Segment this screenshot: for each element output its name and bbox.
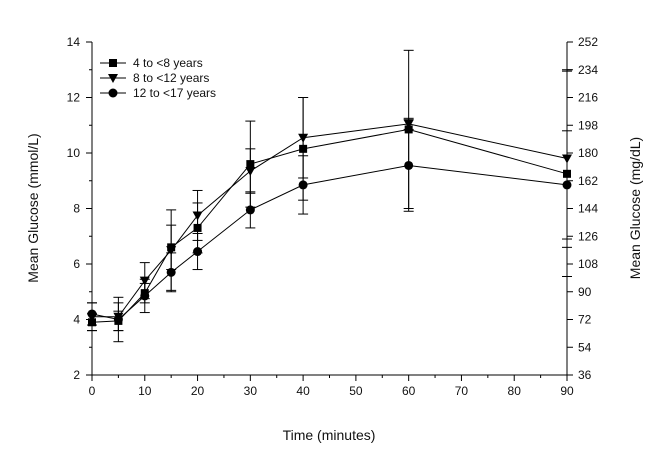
y2-tick-label: 126 <box>578 229 598 243</box>
data-point <box>113 315 123 324</box>
y2-axis-title: Mean Glucose (mg/dL) <box>627 137 643 279</box>
data-point <box>562 180 572 190</box>
legend-label: 4 to <8 years <box>133 56 203 70</box>
y2-tick-label: 252 <box>578 35 598 49</box>
y-tick-label: 2 <box>73 368 80 382</box>
data-point <box>298 133 309 143</box>
data-point <box>140 291 150 301</box>
legend-marker <box>109 59 117 67</box>
x-tick-label: 50 <box>349 384 363 398</box>
data-point <box>193 247 203 257</box>
data-point <box>166 267 176 277</box>
x-tick-label: 60 <box>402 384 416 398</box>
y-tick-label: 6 <box>73 257 80 271</box>
data-point <box>192 211 203 221</box>
legend-item: 8 to <12 years <box>100 71 209 85</box>
x-tick-label: 20 <box>191 384 205 398</box>
data-point <box>87 309 97 319</box>
x-tick-label: 10 <box>138 384 152 398</box>
x-tick-label: 90 <box>560 384 574 398</box>
data-point <box>404 160 414 170</box>
y-tick-label: 12 <box>67 91 81 105</box>
y2-tick-label: 216 <box>578 91 598 105</box>
y2-tick-label: 90 <box>578 285 592 299</box>
series-layer <box>87 49 572 343</box>
legend-marker <box>108 88 118 98</box>
y2-tick-label: 162 <box>578 174 598 188</box>
y-tick-label: 10 <box>67 146 81 160</box>
x-axis-title: Time (minutes) <box>283 427 376 443</box>
y2-tick-label: 144 <box>578 202 598 216</box>
y-tick-label: 8 <box>73 202 80 216</box>
y2-tick-label: 234 <box>578 63 598 77</box>
data-point <box>245 167 256 177</box>
y-tick-label: 14 <box>67 35 81 49</box>
series-2 <box>87 69 572 332</box>
legend-label: 8 to <12 years <box>133 71 209 85</box>
plot-area: 0 10 20 30 40 50 60 70 80 90 2 4 6 8 10 12 14 36 54 72 90 108… <box>67 35 599 398</box>
legend-label: 12 to <17 years <box>133 86 216 100</box>
x-tick-label: 70 <box>455 384 469 398</box>
y2-tick-label: 108 <box>578 257 598 271</box>
data-point <box>166 246 177 256</box>
x-tick-label: 0 <box>89 384 96 398</box>
y-tick-label: 4 <box>73 313 80 327</box>
legend-item: 4 to <8 years <box>100 56 203 70</box>
data-point <box>245 205 255 215</box>
x-tick-label: 30 <box>244 384 258 398</box>
legend-marker <box>108 74 118 83</box>
x-tick-label: 40 <box>296 384 310 398</box>
y2-tick-label: 198 <box>578 118 598 132</box>
series-3 <box>87 119 572 343</box>
x-tick-label: 80 <box>508 384 522 398</box>
series-line <box>92 123 568 318</box>
series-line <box>91 128 568 323</box>
y2-tick-label: 180 <box>578 146 598 160</box>
series-line <box>91 164 568 321</box>
y-axis-title: Mean Glucose (mmol/L) <box>25 133 41 282</box>
y2-tick-label: 54 <box>578 340 592 354</box>
legend-item: 12 to <17 years <box>100 86 216 100</box>
y2-tick-label: 36 <box>578 368 592 382</box>
y2-tick-label: 72 <box>578 313 592 327</box>
data-point <box>298 180 308 190</box>
